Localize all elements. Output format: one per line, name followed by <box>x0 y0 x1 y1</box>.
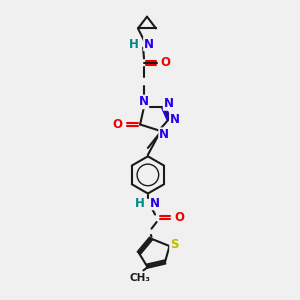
Text: S: S <box>170 238 178 251</box>
Text: H: H <box>129 38 139 50</box>
Text: N: N <box>159 128 169 141</box>
Text: N: N <box>164 97 174 110</box>
Text: O: O <box>174 211 184 224</box>
Text: O: O <box>112 118 122 131</box>
Text: CH₃: CH₃ <box>130 273 151 283</box>
Text: N: N <box>144 38 154 50</box>
Text: N: N <box>170 113 180 126</box>
Text: N: N <box>138 95 148 109</box>
Text: H: H <box>134 196 144 210</box>
Text: N: N <box>150 196 160 210</box>
Text: O: O <box>160 56 170 69</box>
